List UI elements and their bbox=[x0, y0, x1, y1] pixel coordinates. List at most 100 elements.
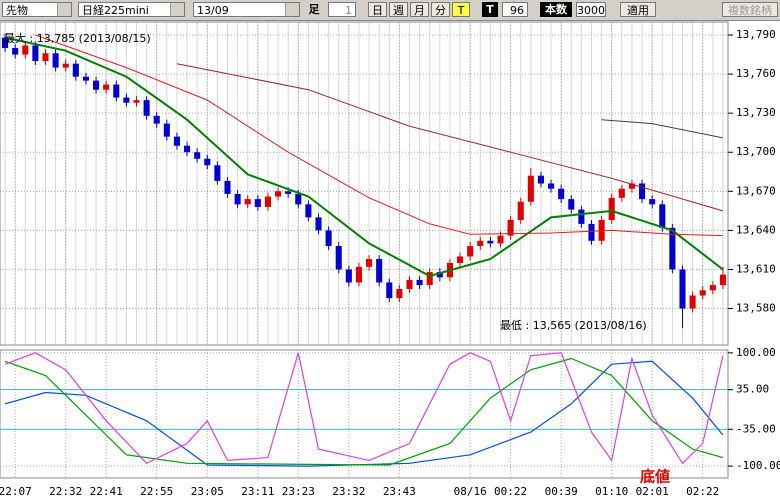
x-tick-label: 22:32 bbox=[49, 485, 82, 498]
bar-count[interactable]: 1 bbox=[328, 2, 356, 17]
x-tick-label: 01:10 bbox=[595, 485, 628, 498]
candle-body bbox=[184, 145, 191, 153]
panel-frame bbox=[0, 21, 729, 346]
candle-body bbox=[497, 235, 504, 244]
count-value[interactable]: 3000 bbox=[576, 2, 606, 17]
x-tick-label: 22:41 bbox=[90, 485, 123, 498]
line-series bbox=[4, 352, 724, 465]
candle-body bbox=[487, 240, 494, 244]
y-tick-label: 35.00 bbox=[736, 383, 769, 396]
candle-body bbox=[426, 272, 433, 286]
candle-body bbox=[275, 191, 282, 197]
y-tick-label: 13,580 bbox=[736, 302, 776, 315]
candle-body bbox=[62, 63, 69, 68]
apply-button[interactable]: 適用 bbox=[620, 2, 656, 17]
candle-body bbox=[699, 290, 706, 296]
candle-body bbox=[133, 100, 140, 103]
x-tick-label: 22:07 bbox=[0, 485, 32, 498]
candle-body bbox=[335, 246, 342, 270]
candle-body bbox=[467, 246, 474, 257]
candle-body bbox=[628, 183, 635, 189]
period-button[interactable]: 分 bbox=[431, 2, 450, 17]
candle-body bbox=[234, 193, 241, 205]
candle-body bbox=[93, 80, 100, 90]
candle-body bbox=[649, 199, 656, 205]
x-tick-label: 23:23 bbox=[282, 485, 315, 498]
candle-body bbox=[12, 48, 19, 55]
line-series bbox=[4, 36, 724, 278]
candle-body bbox=[416, 279, 423, 286]
count-label: 本数 bbox=[540, 2, 572, 17]
candle-body bbox=[548, 183, 555, 189]
candle-body bbox=[163, 123, 170, 137]
line-series bbox=[601, 119, 723, 139]
candle-body bbox=[214, 165, 221, 181]
y-tick-label: 13,730 bbox=[736, 106, 776, 119]
candle-body bbox=[376, 259, 383, 283]
candle-body bbox=[153, 115, 160, 124]
candle-body bbox=[113, 84, 120, 98]
candle-body bbox=[22, 45, 29, 55]
y-tick-label: 13,700 bbox=[736, 145, 776, 158]
t-button[interactable]: T bbox=[452, 2, 470, 17]
candle-body bbox=[558, 188, 565, 200]
candle-body bbox=[507, 219, 514, 236]
x-tick-label: 00:22 bbox=[494, 485, 527, 498]
contract-select[interactable]: 13/09 bbox=[193, 2, 300, 17]
candle-body bbox=[72, 63, 79, 77]
x-tick-label: 00:39 bbox=[545, 485, 578, 498]
y-tick-label: -35.00 bbox=[736, 422, 776, 435]
candle-body bbox=[173, 136, 180, 146]
candle-body bbox=[477, 240, 484, 247]
x-tick-label: 23:05 bbox=[191, 485, 224, 498]
candle-body bbox=[386, 282, 393, 299]
market-select[interactable]: 先物 bbox=[2, 2, 72, 17]
period-button[interactable]: 週 bbox=[389, 2, 408, 17]
y-tick-label: 13,790 bbox=[736, 28, 776, 41]
candle-body bbox=[285, 191, 292, 194]
candle-body bbox=[568, 199, 575, 210]
y-tick-label: 13,670 bbox=[736, 184, 776, 197]
symbol-select[interactable]: 日経225mini bbox=[78, 2, 185, 17]
candle-body bbox=[578, 209, 585, 224]
x-tick-label: 22:55 bbox=[140, 485, 173, 498]
panel-frame bbox=[0, 349, 729, 479]
y-tick-label: 13,760 bbox=[736, 67, 776, 80]
multi-button[interactable]: 複数銘柄 bbox=[722, 2, 778, 17]
y-tick-label: 13,640 bbox=[736, 223, 776, 236]
candle-body bbox=[659, 204, 666, 228]
count-input[interactable]: 96 bbox=[502, 2, 528, 17]
candle-body bbox=[295, 193, 302, 205]
candle-body bbox=[123, 97, 130, 103]
y-tick-label: -100.00 bbox=[736, 459, 780, 472]
candle-body bbox=[366, 259, 373, 267]
line-series bbox=[35, 34, 723, 237]
candle-body bbox=[2, 37, 9, 49]
candle-body bbox=[639, 183, 646, 200]
toolbar: 先物 日経225mini 13/09 足 1 日 週 月 分 T T 96 本数… bbox=[0, 0, 780, 21]
y-tick-label: 13,610 bbox=[736, 262, 776, 275]
line-series bbox=[4, 360, 724, 467]
chart: 22:07 22:32 22:41 22:55 23:05 23:11 23:23 23:32… bbox=[0, 21, 780, 498]
x-tick-label: 02:01 bbox=[636, 485, 669, 498]
candle-body bbox=[719, 274, 726, 286]
period-button[interactable]: 日 bbox=[368, 2, 387, 17]
x-tick-label: 23:43 bbox=[383, 485, 416, 498]
y-tick-label: 100.00 bbox=[736, 346, 776, 359]
candle-body bbox=[244, 199, 251, 205]
period-button[interactable]: 月 bbox=[410, 2, 429, 17]
candle-body bbox=[679, 269, 686, 309]
candle-body bbox=[305, 204, 312, 218]
t-label: T bbox=[482, 2, 498, 17]
candle-body bbox=[517, 201, 524, 220]
candle-body bbox=[355, 266, 362, 283]
candle-body bbox=[315, 217, 322, 231]
candle-body bbox=[588, 223, 595, 241]
x-tick-label: 23:32 bbox=[332, 485, 365, 498]
candle-body bbox=[396, 288, 403, 299]
candle-body bbox=[264, 196, 271, 207]
candle-body bbox=[406, 279, 413, 289]
candle-body bbox=[537, 175, 544, 184]
candle-body bbox=[103, 84, 110, 90]
